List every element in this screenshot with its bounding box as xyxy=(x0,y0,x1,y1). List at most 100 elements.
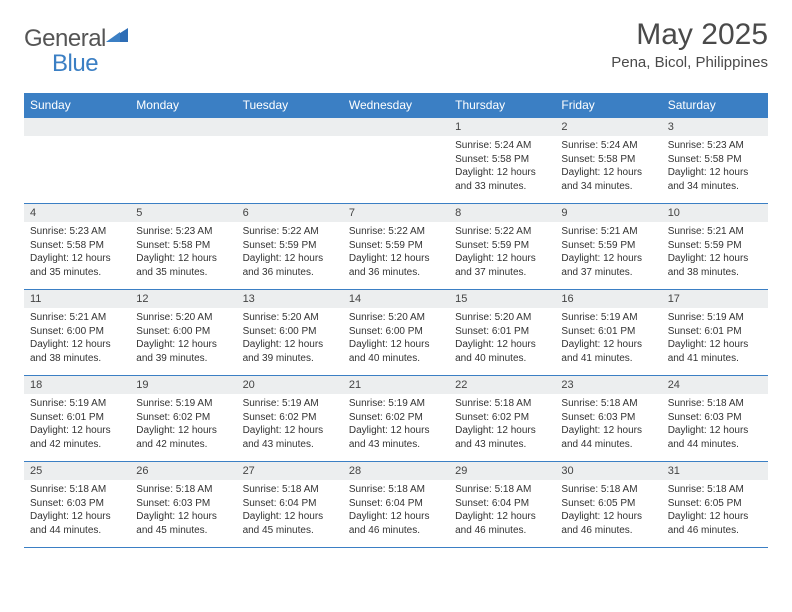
day-data: Sunrise: 5:18 AMSunset: 6:03 PMDaylight:… xyxy=(555,394,661,455)
calendar-cell xyxy=(130,118,236,204)
day-data: Sunrise: 5:24 AMSunset: 5:58 PMDaylight:… xyxy=(449,136,555,197)
day-sunrise: Sunrise: 5:20 AM xyxy=(243,311,337,325)
day-number: 31 xyxy=(662,462,768,480)
weekday-header-row: Sunday Monday Tuesday Wednesday Thursday… xyxy=(24,93,768,118)
calendar-cell: 13Sunrise: 5:20 AMSunset: 6:00 PMDayligh… xyxy=(237,290,343,376)
calendar-cell: 23Sunrise: 5:18 AMSunset: 6:03 PMDayligh… xyxy=(555,376,661,462)
day-sunrise: Sunrise: 5:23 AM xyxy=(30,225,124,239)
day-dl1: Daylight: 12 hours xyxy=(455,252,549,266)
day-dl1: Daylight: 12 hours xyxy=(668,424,762,438)
day-dl2: and 38 minutes. xyxy=(30,352,124,366)
day-dl1: Daylight: 12 hours xyxy=(243,252,337,266)
calendar-week-row: 25Sunrise: 5:18 AMSunset: 6:03 PMDayligh… xyxy=(24,462,768,548)
day-dl2: and 44 minutes. xyxy=(30,524,124,538)
calendar-cell: 19Sunrise: 5:19 AMSunset: 6:02 PMDayligh… xyxy=(130,376,236,462)
day-number: 17 xyxy=(662,290,768,308)
day-number: 5 xyxy=(130,204,236,222)
calendar-cell: 9Sunrise: 5:21 AMSunset: 5:59 PMDaylight… xyxy=(555,204,661,290)
day-data: Sunrise: 5:20 AMSunset: 6:00 PMDaylight:… xyxy=(343,308,449,369)
calendar-cell: 16Sunrise: 5:19 AMSunset: 6:01 PMDayligh… xyxy=(555,290,661,376)
day-sunset: Sunset: 6:05 PM xyxy=(561,497,655,511)
day-sunset: Sunset: 6:00 PM xyxy=(243,325,337,339)
logo-blue-wrap: Blue xyxy=(24,50,98,78)
day-sunset: Sunset: 5:59 PM xyxy=(668,239,762,253)
day-number: 18 xyxy=(24,376,130,394)
day-dl2: and 34 minutes. xyxy=(668,180,762,194)
day-data: Sunrise: 5:18 AMSunset: 6:03 PMDaylight:… xyxy=(24,480,130,541)
day-sunset: Sunset: 6:03 PM xyxy=(668,411,762,425)
day-sunset: Sunset: 6:02 PM xyxy=(349,411,443,425)
day-dl2: and 33 minutes. xyxy=(455,180,549,194)
day-data: Sunrise: 5:18 AMSunset: 6:03 PMDaylight:… xyxy=(662,394,768,455)
weekday-header: Wednesday xyxy=(343,93,449,118)
day-number: 12 xyxy=(130,290,236,308)
day-sunrise: Sunrise: 5:19 AM xyxy=(349,397,443,411)
calendar-week-row: 11Sunrise: 5:21 AMSunset: 6:00 PMDayligh… xyxy=(24,290,768,376)
header-row: General May 2025 Pena, Bicol, Philippine… xyxy=(24,18,768,71)
day-dl1: Daylight: 12 hours xyxy=(136,424,230,438)
day-sunset: Sunset: 5:59 PM xyxy=(349,239,443,253)
calendar-cell: 10Sunrise: 5:21 AMSunset: 5:59 PMDayligh… xyxy=(662,204,768,290)
calendar-cell: 25Sunrise: 5:18 AMSunset: 6:03 PMDayligh… xyxy=(24,462,130,548)
calendar-cell: 26Sunrise: 5:18 AMSunset: 6:03 PMDayligh… xyxy=(130,462,236,548)
day-dl1: Daylight: 12 hours xyxy=(455,166,549,180)
day-dl2: and 45 minutes. xyxy=(136,524,230,538)
day-dl1: Daylight: 12 hours xyxy=(349,338,443,352)
day-number: 10 xyxy=(662,204,768,222)
weekday-header: Friday xyxy=(555,93,661,118)
calendar-cell: 30Sunrise: 5:18 AMSunset: 6:05 PMDayligh… xyxy=(555,462,661,548)
day-sunrise: Sunrise: 5:19 AM xyxy=(561,311,655,325)
day-number: 13 xyxy=(237,290,343,308)
day-dl1: Daylight: 12 hours xyxy=(349,510,443,524)
calendar-cell: 28Sunrise: 5:18 AMSunset: 6:04 PMDayligh… xyxy=(343,462,449,548)
day-sunrise: Sunrise: 5:21 AM xyxy=(561,225,655,239)
day-data: Sunrise: 5:21 AMSunset: 5:59 PMDaylight:… xyxy=(555,222,661,283)
day-dl1: Daylight: 12 hours xyxy=(668,252,762,266)
calendar-cell: 2Sunrise: 5:24 AMSunset: 5:58 PMDaylight… xyxy=(555,118,661,204)
day-sunrise: Sunrise: 5:18 AM xyxy=(455,483,549,497)
calendar-cell: 17Sunrise: 5:19 AMSunset: 6:01 PMDayligh… xyxy=(662,290,768,376)
day-sunrise: Sunrise: 5:18 AM xyxy=(561,483,655,497)
day-dl1: Daylight: 12 hours xyxy=(455,510,549,524)
day-sunset: Sunset: 6:05 PM xyxy=(668,497,762,511)
day-number: 2 xyxy=(555,118,661,136)
day-dl1: Daylight: 12 hours xyxy=(455,338,549,352)
location-text: Pena, Bicol, Philippines xyxy=(611,54,768,71)
day-dl1: Daylight: 12 hours xyxy=(668,338,762,352)
day-dl1: Daylight: 12 hours xyxy=(561,252,655,266)
day-data: Sunrise: 5:18 AMSunset: 6:05 PMDaylight:… xyxy=(555,480,661,541)
day-data: Sunrise: 5:19 AMSunset: 6:01 PMDaylight:… xyxy=(662,308,768,369)
day-sunset: Sunset: 5:59 PM xyxy=(561,239,655,253)
day-sunset: Sunset: 5:58 PM xyxy=(455,153,549,167)
day-number: 28 xyxy=(343,462,449,480)
calendar-cell xyxy=(237,118,343,204)
day-dl2: and 43 minutes. xyxy=(243,438,337,452)
day-number: 27 xyxy=(237,462,343,480)
day-dl1: Daylight: 12 hours xyxy=(561,510,655,524)
day-number: 30 xyxy=(555,462,661,480)
day-number: 23 xyxy=(555,376,661,394)
logo-triangle-icon xyxy=(106,24,128,47)
day-sunrise: Sunrise: 5:18 AM xyxy=(243,483,337,497)
day-data: Sunrise: 5:20 AMSunset: 6:00 PMDaylight:… xyxy=(237,308,343,369)
day-dl2: and 42 minutes. xyxy=(136,438,230,452)
calendar-cell: 22Sunrise: 5:18 AMSunset: 6:02 PMDayligh… xyxy=(449,376,555,462)
day-data: Sunrise: 5:19 AMSunset: 6:02 PMDaylight:… xyxy=(237,394,343,455)
day-data: Sunrise: 5:21 AMSunset: 6:00 PMDaylight:… xyxy=(24,308,130,369)
day-dl1: Daylight: 12 hours xyxy=(668,510,762,524)
day-dl2: and 36 minutes. xyxy=(243,266,337,280)
day-sunrise: Sunrise: 5:19 AM xyxy=(30,397,124,411)
calendar-cell: 3Sunrise: 5:23 AMSunset: 5:58 PMDaylight… xyxy=(662,118,768,204)
day-dl1: Daylight: 12 hours xyxy=(349,424,443,438)
weekday-header: Sunday xyxy=(24,93,130,118)
day-sunrise: Sunrise: 5:24 AM xyxy=(455,139,549,153)
day-data: Sunrise: 5:19 AMSunset: 6:01 PMDaylight:… xyxy=(555,308,661,369)
day-sunset: Sunset: 6:01 PM xyxy=(30,411,124,425)
day-sunset: Sunset: 5:58 PM xyxy=(668,153,762,167)
title-block: May 2025 Pena, Bicol, Philippines xyxy=(611,18,768,71)
calendar-cell: 15Sunrise: 5:20 AMSunset: 6:01 PMDayligh… xyxy=(449,290,555,376)
day-number: 3 xyxy=(662,118,768,136)
day-dl2: and 37 minutes. xyxy=(455,266,549,280)
day-sunrise: Sunrise: 5:21 AM xyxy=(30,311,124,325)
day-number-empty xyxy=(130,118,236,136)
